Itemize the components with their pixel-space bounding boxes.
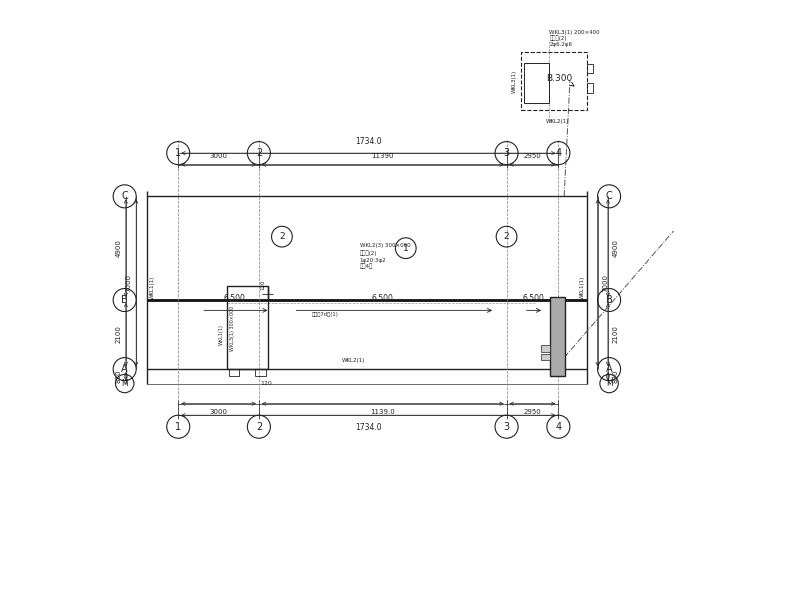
Text: 4: 4	[555, 422, 562, 432]
Text: A: A	[122, 364, 128, 374]
Text: 3000: 3000	[210, 153, 227, 159]
Text: WKL3(1) 300×000: WKL3(1) 300×000	[230, 306, 235, 352]
Text: B: B	[122, 295, 128, 305]
Text: 4900: 4900	[115, 239, 122, 257]
Text: 1: 1	[403, 244, 409, 253]
Text: 2: 2	[504, 232, 510, 241]
Text: C: C	[606, 191, 613, 202]
Text: WKL1(1): WKL1(1)	[150, 275, 154, 299]
Text: 2: 2	[256, 148, 262, 158]
Text: B.300: B.300	[546, 74, 573, 83]
Text: 830: 830	[115, 370, 122, 383]
Text: 配筋单(2): 配筋单(2)	[550, 35, 567, 41]
Text: A: A	[606, 364, 613, 374]
Bar	[541, 353, 550, 361]
Text: WKL3(1) 200×400: WKL3(1) 200×400	[550, 30, 600, 35]
Text: 锚固物7d宽(1): 锚固物7d宽(1)	[312, 312, 338, 317]
Text: WKL3(1): WKL3(1)	[511, 70, 516, 93]
Text: 2: 2	[256, 422, 262, 432]
Text: 1139.0: 1139.0	[370, 409, 395, 415]
Text: 2100: 2100	[115, 326, 122, 343]
Bar	[541, 345, 550, 352]
Text: 1: 1	[175, 422, 182, 432]
Text: C: C	[122, 191, 128, 202]
Text: 3: 3	[503, 422, 510, 432]
Bar	[587, 83, 593, 92]
Text: 1φ20:3φ2: 1φ20:3φ2	[360, 257, 386, 263]
Text: 120: 120	[261, 382, 272, 386]
Bar	[550, 297, 566, 376]
Text: 7000: 7000	[126, 274, 131, 292]
Text: 配筋单(2): 配筋单(2)	[360, 250, 377, 256]
Text: WKL1(1): WKL1(1)	[219, 324, 224, 345]
Text: 3: 3	[503, 148, 510, 158]
Text: WKL2(1): WKL2(1)	[546, 119, 569, 124]
Bar	[524, 62, 549, 103]
Text: WKL2(3) 300×000: WKL2(3) 300×000	[360, 243, 410, 248]
Text: 6.500: 6.500	[372, 295, 394, 304]
Text: 1734.0: 1734.0	[355, 422, 382, 431]
Text: 4: 4	[555, 148, 562, 158]
Text: 2100: 2100	[613, 326, 618, 343]
Text: 7000: 7000	[602, 274, 608, 292]
Text: 830: 830	[613, 370, 618, 383]
Text: 2950: 2950	[524, 409, 542, 415]
Text: WKL1(1): WKL1(1)	[579, 275, 584, 299]
Text: B: B	[606, 295, 613, 305]
Bar	[255, 369, 266, 376]
Bar	[229, 369, 239, 376]
Bar	[521, 52, 587, 110]
Text: 3000: 3000	[210, 409, 227, 415]
Text: 1734.0: 1734.0	[355, 137, 382, 146]
Text: M: M	[606, 379, 613, 388]
Text: 6.500: 6.500	[523, 295, 545, 304]
Text: 箍筋4个: 箍筋4个	[360, 264, 373, 269]
Text: 2950: 2950	[524, 153, 542, 159]
Text: WKL2(1): WKL2(1)	[342, 358, 366, 364]
Text: 11390: 11390	[371, 153, 394, 159]
Text: M: M	[122, 379, 128, 388]
Text: 2: 2	[279, 232, 285, 241]
Text: 4900: 4900	[613, 239, 618, 257]
Bar	[587, 64, 593, 73]
Text: 120: 120	[261, 279, 266, 290]
Bar	[227, 286, 267, 369]
Text: 2φ6.2φ6: 2φ6.2φ6	[550, 41, 573, 47]
Text: 6.500: 6.500	[223, 295, 246, 304]
Text: 1: 1	[175, 148, 182, 158]
